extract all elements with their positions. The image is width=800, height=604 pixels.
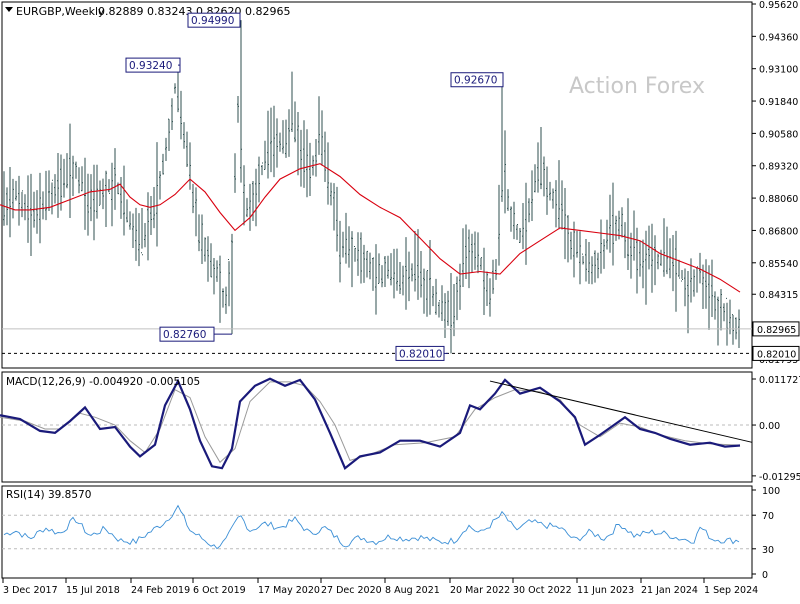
time-tick-label: 21 Jan 2024 [641, 585, 698, 596]
callout-box [187, 12, 241, 28]
macd-tick-label: 0.00 [759, 421, 780, 432]
macd-indicator: 0.011727 0.00 -0.012951 [0, 375, 800, 483]
dropdown-triangle-icon[interactable] [5, 7, 13, 12]
callout-label: 0.82760 [163, 329, 206, 341]
time-tick-label: 3 Dec 2017 [3, 585, 58, 596]
price-tick-label: 0.94360 [759, 32, 798, 43]
callout-label: 0.94990 [191, 15, 234, 27]
price-tick-label: 0.88060 [759, 194, 798, 205]
price-tick-label: 0.84315 [759, 290, 798, 301]
current-price-label: 0.82965 [757, 325, 796, 336]
rsi-indicator: 100 70 30 0 [2, 486, 780, 581]
ohlc-values: 0.82889 0.83243 0.82620 0.82965 [98, 5, 290, 18]
time-tick-label: 15 Jul 2018 [66, 585, 120, 596]
callout-label: 0.82010 [399, 348, 442, 360]
rsi-title: RSI(14) 39.8570 [6, 489, 91, 501]
rsi-line [3, 504, 740, 550]
price-tick-label: 0.93100 [759, 65, 798, 76]
rsi-tick-label: 100 [762, 486, 780, 497]
price-tick-label: 0.90580 [759, 129, 798, 140]
macd-title: MACD(12,26,9) -0.004920 -0.005105 [6, 376, 200, 388]
support-price-box [752, 345, 800, 361]
time-tick-label: 30 Oct 2022 [513, 585, 572, 596]
macd-signal-line [0, 381, 741, 464]
price-axis: 0.95620 0.94360 0.93100 0.91840 0.90580 0.893… [752, 0, 798, 366]
price-tick-label: 0.86800 [759, 226, 798, 237]
rsi-tick-label: 70 [762, 511, 774, 522]
price-bars [3, 20, 740, 354]
macd-tick-label: 0.011727 [759, 375, 800, 386]
price-tick-label: 0.89320 [759, 162, 798, 173]
time-tick-label: 17 May 2020 [258, 585, 320, 596]
time-tick-label: 27 Dec 2020 [321, 585, 382, 596]
current-price-box [752, 321, 800, 337]
time-tick-label: 8 Aug 2021 [385, 585, 440, 596]
callout-label: 0.92670 [454, 75, 497, 87]
macd-tick-label: -0.012951 [759, 472, 800, 483]
price-tick-label: 0.85540 [759, 259, 798, 270]
price-callouts: 0.93240 0.94990 0.82760 0.82010 0.92670 [125, 12, 504, 361]
moving-average-line [0, 163, 741, 293]
price-tick-label: 0.95620 [759, 0, 798, 11]
time-tick-label: 6 Oct 2019 [193, 585, 246, 596]
callout-label: 0.93240 [129, 60, 172, 72]
callout-box [450, 72, 504, 88]
macd-trendline [489, 380, 753, 443]
moving-average [0, 163, 741, 293]
rsi-tick-label: 30 [762, 545, 774, 556]
time-axis: 3 Dec 2017 15 Jul 2018 24 Feb 2019 6 Oct 20… [2, 578, 758, 596]
symbol-label: EURGBP,Weekly [16, 5, 105, 18]
macd-line [0, 377, 741, 470]
watermark: Action Forex [569, 74, 705, 99]
macd-panel[interactable] [1, 371, 753, 483]
time-tick-label: 11 Jun 2023 [577, 585, 634, 596]
time-tick-label: 20 Mar 2022 [450, 585, 510, 596]
time-tick-label: 24 Feb 2019 [131, 585, 190, 596]
price-levels: 0.82965 0.82010 [2, 321, 800, 361]
rsi-tick-label: 0 [762, 570, 768, 581]
price-tick-label: 0.91840 [759, 97, 798, 108]
rsi-panel[interactable] [1, 485, 753, 579]
time-tick-label: 1 Sep 2024 [704, 585, 758, 596]
support-price-label: 0.82010 [757, 349, 796, 360]
